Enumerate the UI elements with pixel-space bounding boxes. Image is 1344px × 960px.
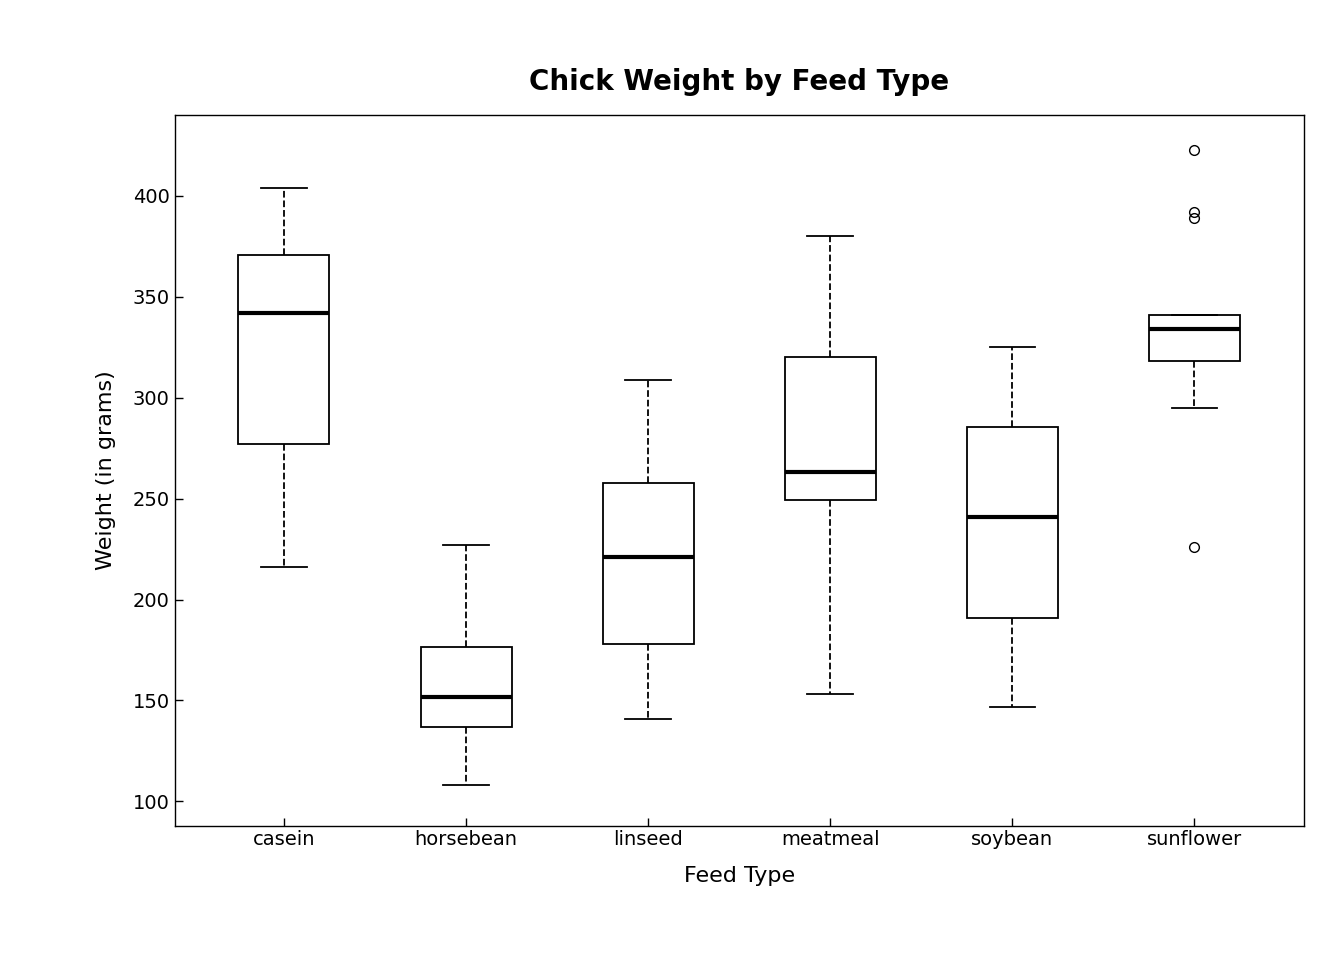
PathPatch shape <box>785 357 876 499</box>
Title: Chick Weight by Feed Type: Chick Weight by Feed Type <box>530 68 949 96</box>
PathPatch shape <box>238 255 329 444</box>
X-axis label: Feed Type: Feed Type <box>684 866 794 886</box>
PathPatch shape <box>1149 315 1241 361</box>
PathPatch shape <box>602 483 694 644</box>
PathPatch shape <box>966 426 1058 618</box>
Y-axis label: Weight (in grams): Weight (in grams) <box>95 371 116 570</box>
PathPatch shape <box>421 647 512 727</box>
